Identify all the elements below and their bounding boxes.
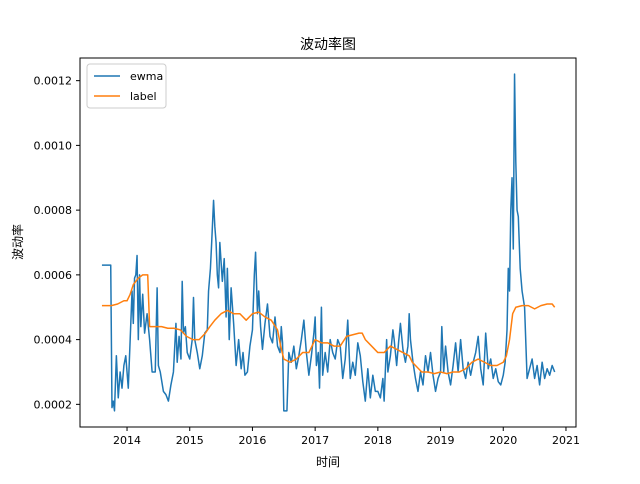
legend-label-label: label (130, 90, 157, 103)
y-tick-label: 0.0002 (34, 398, 73, 411)
x-axis-label: 时间 (316, 455, 340, 469)
legend: ewma label (86, 63, 167, 109)
y-tick-label: 0.0012 (34, 75, 73, 88)
y-axis-label: 波动率 (10, 224, 25, 260)
series-line-label (101, 274, 556, 375)
x-tick-label: 2015 (176, 434, 204, 447)
x-tick-label: 2019 (427, 434, 455, 447)
x-tick-label: 2017 (301, 434, 329, 447)
legend-box (86, 63, 167, 109)
chart-title: 波动率图 (300, 36, 356, 53)
y-tick-label: 0.0006 (34, 269, 73, 282)
y-tick-label: 0.0008 (34, 204, 73, 217)
plot-series (101, 73, 556, 412)
x-tick-label: 2020 (489, 434, 517, 447)
y-tick-label: 0.0004 (34, 334, 73, 347)
x-tick-label: 2021 (552, 434, 580, 447)
x-tick-label: 2014 (113, 434, 141, 447)
legend-label-ewma: ewma (130, 70, 163, 83)
y-axis: 0.0002 0.0004 0.0006 0.0008 0.0010 0.0012 (34, 75, 80, 411)
series-line-ewma (101, 73, 556, 412)
y-tick-label: 0.0010 (34, 139, 73, 152)
x-tick-label: 2016 (238, 434, 266, 447)
plot-frame (79, 57, 577, 428)
x-axis: 2014 2015 2016 2017 2018 2019 2020 2021 (113, 427, 580, 447)
x-tick-label: 2018 (364, 434, 392, 447)
